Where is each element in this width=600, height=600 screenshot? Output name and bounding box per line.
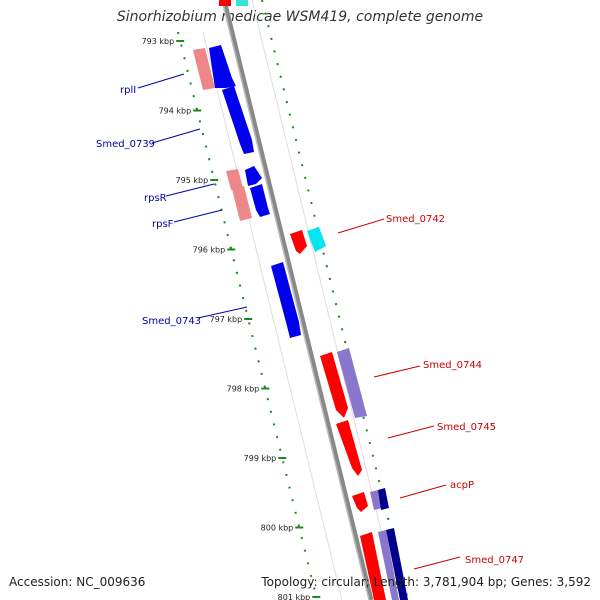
label-acpP[interactable]: acpP	[450, 480, 474, 491]
leader-Smed_0747	[413, 556, 461, 570]
leader-Smed_0743	[197, 306, 248, 319]
gene-Smed_0742-rna	[307, 227, 326, 252]
gene-Smed_0747-cds	[378, 530, 399, 600]
kbp-tick-label: 795 kbp	[176, 176, 209, 185]
gene-Smed_0747-dark	[386, 528, 408, 600]
gene-acpP-dark	[378, 488, 389, 510]
label-Smed_0742[interactable]: Smed_0742	[386, 214, 445, 225]
gene-rpsR	[245, 166, 262, 186]
kbp-tick-label: 798 kbp	[227, 385, 260, 394]
gene-feature-top-left	[219, 0, 231, 6]
kbp-tick-label: 801 kbp	[278, 593, 311, 600]
gene-rpsR-shadow	[226, 169, 243, 190]
gene-rpsF	[250, 184, 270, 217]
leader-acpP	[399, 484, 447, 499]
gene-acpP-red	[352, 492, 368, 512]
gene-Smed_0743	[271, 262, 301, 338]
label-Smed_0745[interactable]: Smed_0745	[437, 422, 496, 433]
leader-Smed_0745	[387, 425, 435, 439]
track-left-inner	[202, 31, 343, 600]
label-rpsR[interactable]: rpsR	[144, 193, 167, 204]
topology-summary: Topology: circular; Length: 3,781,904 bp…	[261, 575, 591, 589]
kbp-tick-label: 799 kbp	[244, 454, 277, 463]
gene-Smed_0747-red	[360, 532, 386, 600]
label-Smed_0743[interactable]: Smed_0743	[142, 316, 201, 327]
kbp-tick-label: 796 kbp	[193, 246, 226, 255]
gene-Smed_0745	[336, 420, 362, 476]
label-rplI[interactable]: rplI	[120, 85, 136, 96]
kbp-ticks: 793 kbp 794 kbp 795 kbp 796 kbp 797 kbp 798 k…	[142, 37, 321, 600]
accession-text: Accession: NC_009636	[9, 575, 146, 589]
gene-rplI	[209, 45, 236, 88]
leader-rpsF	[173, 209, 223, 223]
map-title: Sinorhizobium medicae WSM419, complete g…	[116, 9, 484, 25]
label-Smed_0744[interactable]: Smed_0744	[423, 360, 482, 371]
label-rpsF[interactable]: rpsF	[152, 219, 174, 230]
kbp-tick-label: 800 kbp	[261, 524, 294, 533]
kbp-tick-label: 797 kbp	[210, 315, 243, 324]
leader-rpsR	[165, 183, 215, 197]
kbp-tick-label: 793 kbp	[142, 37, 175, 46]
genome-backbone-highlight	[221, 0, 370, 600]
gene-Smed_0742-red	[290, 230, 307, 254]
gene-rplI-shadow	[193, 48, 215, 90]
leader-Smed_0742	[337, 218, 385, 234]
label-Smed_0739[interactable]: Smed_0739	[96, 139, 155, 150]
genome-backbone	[221, 0, 374, 600]
gene-Smed_0744-cds	[337, 348, 367, 418]
kbp-tick-label: 794 kbp	[159, 107, 192, 116]
leader-Smed_0744	[373, 365, 421, 378]
leader-rplI	[137, 73, 185, 89]
gene-feature-top-right	[236, 0, 248, 6]
gene-Smed_0739	[222, 86, 254, 154]
label-Smed_0747[interactable]: Smed_0747	[465, 555, 524, 566]
track-right-inner	[251, 0, 399, 600]
gene-rpsF-shadow	[232, 186, 252, 221]
gene-Smed_0744-red	[320, 352, 348, 418]
leader-Smed_0739	[151, 128, 201, 144]
